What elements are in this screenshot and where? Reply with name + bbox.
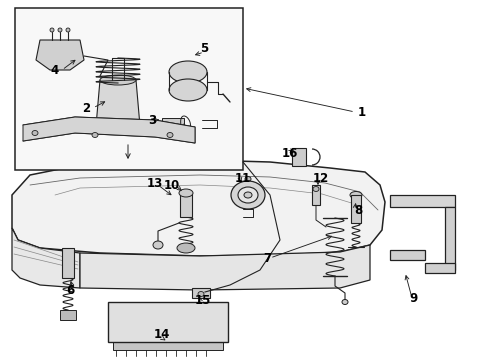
Polygon shape <box>96 80 140 126</box>
Text: 1: 1 <box>358 105 366 118</box>
Text: 7: 7 <box>263 252 271 265</box>
Ellipse shape <box>92 132 98 138</box>
Text: 13: 13 <box>147 176 163 189</box>
Bar <box>192 288 210 298</box>
Text: 14: 14 <box>154 328 170 342</box>
Ellipse shape <box>244 192 252 198</box>
Ellipse shape <box>313 186 319 192</box>
Polygon shape <box>390 250 425 260</box>
Bar <box>180 193 192 217</box>
Ellipse shape <box>179 189 193 197</box>
Ellipse shape <box>50 28 54 32</box>
Bar <box>60 310 76 320</box>
Ellipse shape <box>245 176 251 181</box>
Polygon shape <box>390 195 455 207</box>
Polygon shape <box>12 160 385 256</box>
Bar <box>351 195 361 223</box>
Text: 16: 16 <box>282 147 298 159</box>
Bar <box>312 185 320 205</box>
Ellipse shape <box>96 120 140 132</box>
Ellipse shape <box>169 61 207 83</box>
Text: 3: 3 <box>148 113 156 126</box>
Text: 10: 10 <box>164 179 180 192</box>
Text: 15: 15 <box>195 293 211 306</box>
Ellipse shape <box>238 187 258 203</box>
Ellipse shape <box>167 132 173 138</box>
Ellipse shape <box>439 264 445 270</box>
Ellipse shape <box>32 131 38 135</box>
Ellipse shape <box>153 241 163 249</box>
Polygon shape <box>36 40 84 70</box>
Ellipse shape <box>350 192 362 198</box>
Text: 6: 6 <box>66 284 74 297</box>
Text: 11: 11 <box>235 171 251 185</box>
Bar <box>292 148 306 166</box>
Polygon shape <box>80 245 370 290</box>
Text: 5: 5 <box>200 41 208 54</box>
Text: 8: 8 <box>354 203 362 216</box>
Polygon shape <box>12 228 80 288</box>
Ellipse shape <box>418 198 426 204</box>
Text: 9: 9 <box>410 292 418 305</box>
Bar <box>15 8 243 170</box>
Polygon shape <box>445 207 455 270</box>
Bar <box>62 248 74 278</box>
Ellipse shape <box>66 28 70 32</box>
Bar <box>162 118 184 130</box>
Bar <box>108 302 228 342</box>
Polygon shape <box>23 117 195 143</box>
Bar <box>113 342 223 350</box>
Text: 12: 12 <box>313 171 329 185</box>
Text: 2: 2 <box>82 102 90 114</box>
Ellipse shape <box>177 243 195 253</box>
Ellipse shape <box>169 79 207 101</box>
Ellipse shape <box>58 28 62 32</box>
Text: 4: 4 <box>51 63 59 77</box>
Ellipse shape <box>231 181 265 209</box>
Ellipse shape <box>198 292 204 297</box>
Polygon shape <box>425 263 455 273</box>
Ellipse shape <box>342 300 348 305</box>
Ellipse shape <box>100 75 136 85</box>
